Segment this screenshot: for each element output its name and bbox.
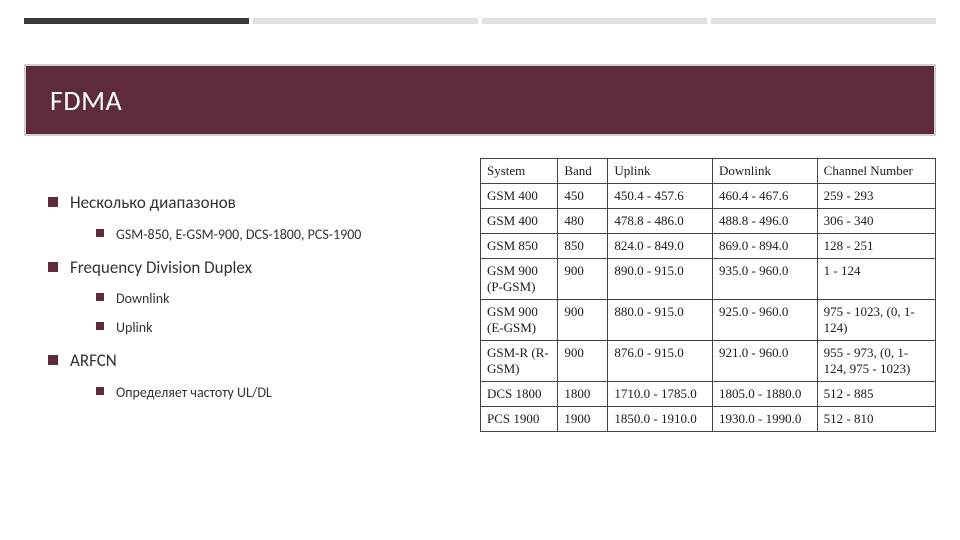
bullet-subtext: Downlink — [116, 290, 169, 307]
table-row: GSM 900 (P-GSM) 900 890.0 - 915.0 935.0 … — [481, 259, 936, 300]
table-cell: 450.4 - 457.6 — [608, 184, 713, 209]
topbar-segment — [24, 18, 249, 24]
title-band: FDMA — [24, 64, 936, 136]
table-cell: 900 — [558, 341, 608, 382]
table-cell: 512 - 885 — [817, 382, 935, 407]
table-cell: GSM 850 — [481, 234, 558, 259]
table-row: GSM-R (R-GSM) 900 876.0 - 915.0 921.0 - … — [481, 341, 936, 382]
table-row: PCS 1900 1900 1850.0 - 1910.0 1930.0 - 1… — [481, 407, 936, 432]
table-row: GSM 850 850 824.0 - 849.0 869.0 - 894.0 … — [481, 234, 936, 259]
table-cell: DCS 1800 — [481, 382, 558, 407]
bullet-text: Frequency Division Duplex — [70, 257, 252, 278]
table-header-row: System Band Uplink Downlink Channel Numb… — [481, 159, 936, 184]
bullet-list: Несколько диапазонов GSM-850, E-GSM-900,… — [48, 190, 468, 403]
table-cell: GSM 400 — [481, 184, 558, 209]
bullet-subitem: Определяет частоту UL/DL — [96, 382, 468, 403]
table-cell: 1900 — [558, 407, 608, 432]
table-cell: 869.0 - 894.0 — [713, 234, 818, 259]
table-cell: 925.0 - 960.0 — [713, 300, 818, 341]
table-cell: 512 - 810 — [817, 407, 935, 432]
table-cell: 824.0 - 849.0 — [608, 234, 713, 259]
bullet-text: ARFCN — [70, 350, 117, 371]
table-cell: 880.0 - 915.0 — [608, 300, 713, 341]
slide-title: FDMA — [50, 83, 122, 118]
table-cell: 900 — [558, 300, 608, 341]
table-cell: 1850.0 - 1910.0 — [608, 407, 713, 432]
bullet-subtext: Uplink — [116, 319, 152, 336]
topbar-segment — [711, 18, 936, 24]
bullet-subitem: GSM-850, E-GSM-900, DCS-1800, PCS-1900 — [96, 224, 468, 245]
table-cell: 1710.0 - 1785.0 — [608, 382, 713, 407]
table-cell: 876.0 - 915.0 — [608, 341, 713, 382]
table-cell: 480 — [558, 209, 608, 234]
bullet-item: Несколько диапазонов GSM-850, E-GSM-900,… — [48, 190, 468, 245]
table-cell: 935.0 - 960.0 — [713, 259, 818, 300]
table-body: GSM 400 450 450.4 - 457.6 460.4 - 467.6 … — [481, 184, 936, 432]
table-header: Band — [558, 159, 608, 184]
bullet-content: Несколько диапазонов GSM-850, E-GSM-900,… — [48, 190, 468, 413]
table-cell: 1805.0 - 1880.0 — [713, 382, 818, 407]
table-cell: 890.0 - 915.0 — [608, 259, 713, 300]
bullet-subtext: GSM-850, E-GSM-900, DCS-1800, PCS-1900 — [116, 226, 361, 243]
top-accent-bar — [24, 18, 936, 24]
table-cell: 921.0 - 960.0 — [713, 341, 818, 382]
table-header: Channel Number — [817, 159, 935, 184]
table-cell: GSM 900 (E-GSM) — [481, 300, 558, 341]
bullet-item: ARFCN Определяет частоту UL/DL — [48, 348, 468, 403]
table-cell: 306 - 340 — [817, 209, 935, 234]
table-cell: 1930.0 - 1990.0 — [713, 407, 818, 432]
topbar-segment — [253, 18, 478, 24]
topbar-segment — [482, 18, 707, 24]
table-cell: 488.8 - 496.0 — [713, 209, 818, 234]
frequency-table-wrap: System Band Uplink Downlink Channel Numb… — [480, 158, 936, 432]
table-cell: 1 - 124 — [817, 259, 935, 300]
table-cell: 259 - 293 — [817, 184, 935, 209]
table-cell: 460.4 - 467.6 — [713, 184, 818, 209]
table-cell: 128 - 251 — [817, 234, 935, 259]
table-cell: 900 — [558, 259, 608, 300]
table-header: Downlink — [713, 159, 818, 184]
table-cell: 478.8 - 486.0 — [608, 209, 713, 234]
bullet-subitem: Downlink — [96, 288, 468, 309]
table-cell: 1800 — [558, 382, 608, 407]
table-row: GSM 400 480 478.8 - 486.0 488.8 - 496.0 … — [481, 209, 936, 234]
bullet-item: Frequency Division Duplex Downlink Uplin… — [48, 255, 468, 339]
table-header: System — [481, 159, 558, 184]
table-header: Uplink — [608, 159, 713, 184]
table-row: DCS 1800 1800 1710.0 - 1785.0 1805.0 - 1… — [481, 382, 936, 407]
frequency-table: System Band Uplink Downlink Channel Numb… — [480, 158, 936, 432]
table-cell: 850 — [558, 234, 608, 259]
bullet-text: Несколько диапазонов — [70, 192, 236, 213]
table-cell: GSM 900 (P-GSM) — [481, 259, 558, 300]
bullet-subitem: Uplink — [96, 317, 468, 338]
table-cell: GSM 400 — [481, 209, 558, 234]
table-cell: 975 - 1023, (0, 1-124) — [817, 300, 935, 341]
table-cell: 955 - 973, (0, 1-124, 975 - 1023) — [817, 341, 935, 382]
table-cell: 450 — [558, 184, 608, 209]
bullet-subtext: Определяет частоту UL/DL — [116, 384, 272, 401]
table-cell: PCS 1900 — [481, 407, 558, 432]
table-cell: GSM-R (R-GSM) — [481, 341, 558, 382]
table-row: GSM 900 (E-GSM) 900 880.0 - 915.0 925.0 … — [481, 300, 936, 341]
table-row: GSM 400 450 450.4 - 457.6 460.4 - 467.6 … — [481, 184, 936, 209]
